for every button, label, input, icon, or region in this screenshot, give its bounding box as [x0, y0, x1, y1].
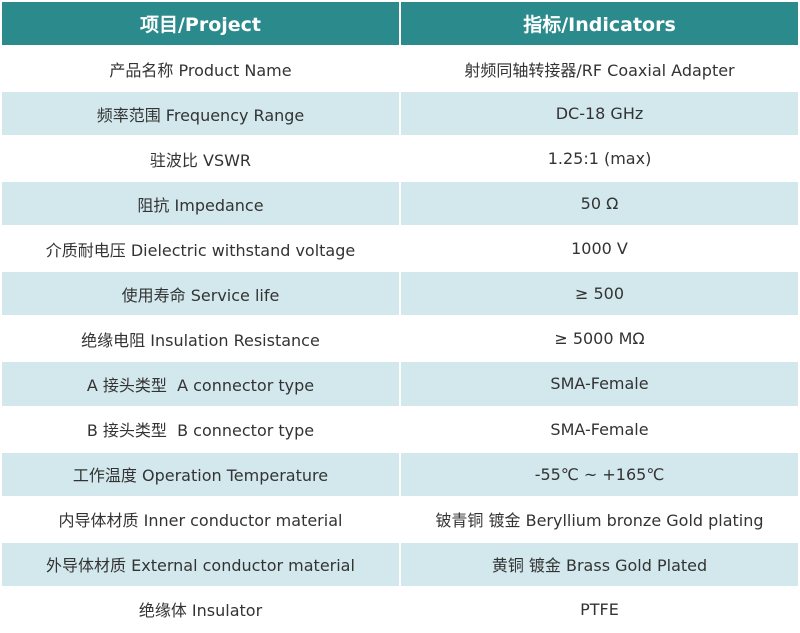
project-cell: 内导体材质 Inner conductor material	[0, 495, 401, 543]
indicator-cell: PTFE	[399, 585, 800, 633]
table-body: 产品名称 Product Name 射频同轴转接器/RF Coaxial Adap…	[0, 44, 800, 633]
indicator-cell: SMA-Female	[399, 360, 800, 408]
indicator-cell: 1000 V	[399, 225, 800, 273]
table-row: 频率范围 Frequency Range DC-18 GHz	[0, 90, 800, 138]
indicator-cell: -55℃ ~ +165℃	[399, 450, 800, 498]
project-cell: A 接头类型 A connector type	[0, 360, 401, 408]
table-row: 外导体材质 External conductor material 黄铜 镀金 B…	[0, 540, 800, 588]
indicator-cell: 铍青铜 镀金 Beryllium bronze Gold plating	[399, 495, 800, 543]
indicator-cell: ≥ 5000 MΩ	[399, 315, 800, 363]
table-row: 使用寿命 Service life ≥ 500	[0, 270, 800, 318]
indicator-cell: 50 Ω	[399, 180, 800, 228]
indicator-cell: DC-18 GHz	[399, 90, 800, 138]
indicator-cell: ≥ 500	[399, 270, 800, 318]
project-cell: 介质耐电压 Dielectric withstand voltage	[0, 225, 401, 273]
project-cell: 外导体材质 External conductor material	[0, 540, 401, 588]
indicator-cell: 射频同轴转接器/RF Coaxial Adapter	[399, 44, 800, 93]
project-cell: 频率范围 Frequency Range	[0, 90, 401, 138]
table-row: 内导体材质 Inner conductor material 铍青铜 镀金 Ber…	[0, 495, 800, 543]
indicator-cell: SMA-Female	[399, 405, 800, 453]
header-row: 项目/Project 指标/Indicators	[0, 0, 800, 47]
table-row: 介质耐电压 Dielectric withstand voltage 1000 V	[0, 225, 800, 273]
project-cell: 绝缘电阻 Insulation Resistance	[0, 315, 401, 363]
header-cell: 指标/Indicators	[399, 0, 800, 47]
project-cell: 阻抗 Impedance	[0, 180, 401, 228]
project-cell: 使用寿命 Service life	[0, 270, 401, 318]
indicator-cell: 黄铜 镀金 Brass Gold Plated	[399, 540, 800, 588]
table-row: 绝缘体 Insulator PTFE	[0, 585, 800, 633]
table-row: B 接头类型 B connector type SMA-Female	[0, 405, 800, 453]
project-cell: B 接头类型 B connector type	[0, 405, 401, 453]
table-row: 工作温度 Operation Temperature -55℃ ~ +165℃	[0, 450, 800, 498]
table-row: 阻抗 Impedance 50 Ω	[0, 180, 800, 228]
project-cell: 绝缘体 Insulator	[0, 585, 401, 633]
table-row: 驻波比 VSWR 1.25:1 (max)	[0, 135, 800, 183]
table-row: 绝缘电阻 Insulation Resistance ≥ 5000 MΩ	[0, 315, 800, 363]
header-cell: 项目/Project	[0, 0, 401, 47]
project-cell: 驻波比 VSWR	[0, 135, 401, 183]
table-row: 产品名称 Product Name 射频同轴转接器/RF Coaxial Adap…	[0, 44, 800, 93]
project-cell: 工作温度 Operation Temperature	[0, 450, 401, 498]
project-cell: 产品名称 Product Name	[0, 44, 401, 93]
table-row: A 接头类型 A connector type SMA-Female	[0, 360, 800, 408]
indicator-cell: 1.25:1 (max)	[399, 135, 800, 183]
